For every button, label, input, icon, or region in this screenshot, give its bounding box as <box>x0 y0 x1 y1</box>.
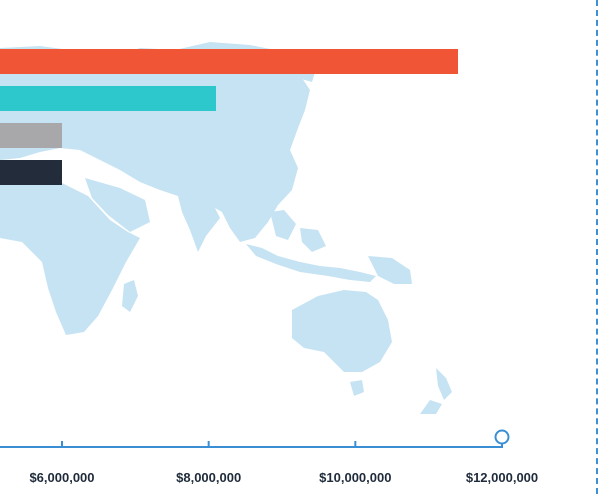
bar-1 <box>0 49 458 74</box>
x-tick-label: $6,000,000 <box>29 470 94 485</box>
x-tick-label: $10,000,000 <box>319 470 391 485</box>
bar-3 <box>0 123 62 148</box>
x-tick-label: $12,000,000 <box>466 470 538 485</box>
x-axis-ticks: $6,000,000 $8,000,000 $10,000,000 $12,000,0… <box>29 441 538 485</box>
bar-2 <box>0 86 216 111</box>
x-tick-label: $8,000,000 <box>176 470 241 485</box>
bar-4 <box>0 160 62 185</box>
bar-series <box>0 49 458 185</box>
dashed-divider <box>596 0 598 494</box>
axis-end-marker <box>494 429 510 445</box>
